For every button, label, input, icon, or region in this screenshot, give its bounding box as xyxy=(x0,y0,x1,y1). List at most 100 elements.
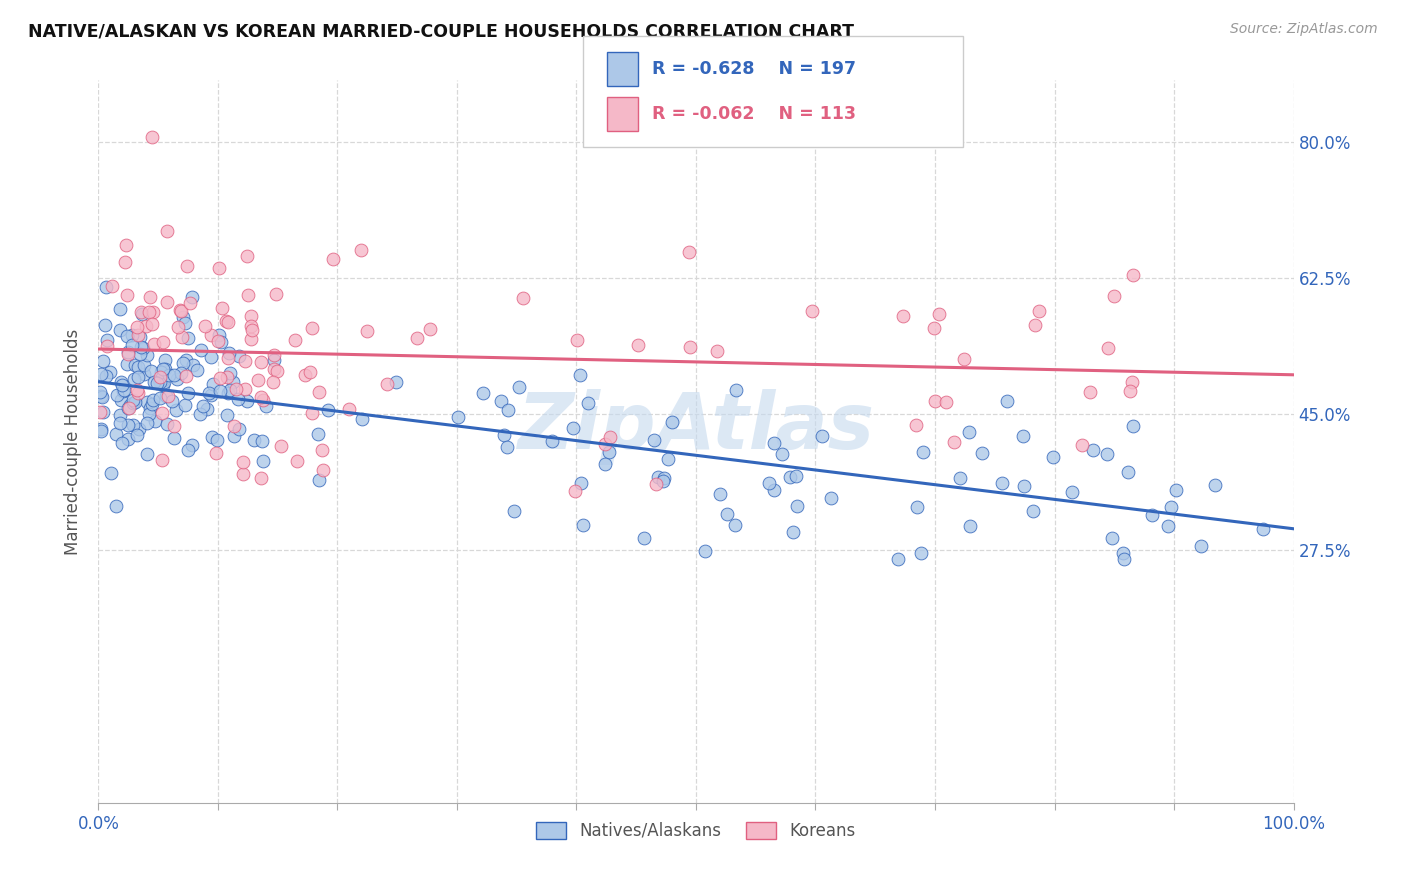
Point xyxy=(91,354,114,368)
Point xyxy=(117,432,139,446)
Point xyxy=(758,475,780,490)
Point xyxy=(115,288,138,302)
Point xyxy=(508,380,530,394)
Point xyxy=(1157,519,1180,533)
Point xyxy=(202,376,225,391)
Point xyxy=(121,327,143,342)
Point xyxy=(928,307,950,321)
Point xyxy=(204,446,226,460)
Point xyxy=(263,353,285,368)
Point xyxy=(1028,304,1050,318)
Point xyxy=(266,287,288,301)
Point xyxy=(222,375,245,389)
Point xyxy=(169,303,191,318)
Point xyxy=(115,238,138,252)
Point xyxy=(200,350,222,364)
Point xyxy=(166,372,188,386)
Point xyxy=(301,406,323,420)
Point xyxy=(811,429,834,443)
Point xyxy=(218,384,240,398)
Point xyxy=(90,422,112,436)
Legend: Natives/Alaskans, Koreans: Natives/Alaskans, Koreans xyxy=(529,815,863,847)
Point xyxy=(125,428,148,442)
Point xyxy=(222,429,245,443)
Point xyxy=(117,418,139,433)
Point xyxy=(593,457,616,471)
Point xyxy=(98,366,121,380)
Point xyxy=(108,416,131,430)
Point xyxy=(209,334,232,349)
Point xyxy=(110,409,132,423)
Point xyxy=(716,507,738,521)
Point xyxy=(174,316,197,330)
Point xyxy=(249,471,271,485)
Point xyxy=(139,290,162,304)
Point xyxy=(129,330,152,344)
Point xyxy=(149,370,172,384)
Point xyxy=(240,333,263,347)
Point xyxy=(599,430,621,444)
Point xyxy=(572,517,595,532)
Point xyxy=(1121,375,1143,389)
Point xyxy=(250,355,273,369)
Point xyxy=(496,403,519,417)
Point xyxy=(222,419,245,434)
Point xyxy=(105,499,128,513)
Point xyxy=(148,373,170,387)
Point xyxy=(143,336,166,351)
Point xyxy=(141,397,163,411)
Point xyxy=(263,362,285,376)
Point xyxy=(207,334,229,349)
Point xyxy=(724,518,747,533)
Point xyxy=(1012,429,1035,443)
Point xyxy=(167,320,190,334)
Point xyxy=(593,437,616,451)
Point xyxy=(127,386,149,401)
Point xyxy=(94,318,117,333)
Point xyxy=(218,346,240,360)
Point xyxy=(569,475,592,490)
Point xyxy=(149,375,172,389)
Point xyxy=(243,433,266,447)
Point xyxy=(308,473,330,487)
Point xyxy=(100,467,122,481)
Point xyxy=(322,252,344,266)
Point xyxy=(156,389,179,403)
Point xyxy=(110,302,132,317)
Point xyxy=(157,368,180,382)
Point xyxy=(91,390,114,404)
Point xyxy=(149,391,172,405)
Point xyxy=(156,295,179,310)
Point xyxy=(91,405,114,419)
Point xyxy=(502,504,524,518)
Point xyxy=(652,471,675,485)
Point xyxy=(232,467,254,482)
Point xyxy=(770,447,793,461)
Point xyxy=(127,383,149,397)
Point xyxy=(177,331,200,345)
Point xyxy=(801,303,824,318)
Point xyxy=(195,401,218,416)
Point xyxy=(155,362,177,376)
Point xyxy=(294,368,316,382)
Point xyxy=(215,408,238,422)
Point xyxy=(312,463,335,477)
Point xyxy=(491,394,513,409)
Point xyxy=(922,321,945,335)
Point xyxy=(205,434,228,448)
Point xyxy=(152,373,174,387)
Point xyxy=(121,338,143,352)
Point xyxy=(724,383,747,397)
Point xyxy=(208,384,231,398)
Point xyxy=(226,392,249,407)
Point xyxy=(142,304,165,318)
Point xyxy=(972,446,994,460)
Point xyxy=(225,382,247,396)
Point xyxy=(118,401,141,416)
Point xyxy=(706,344,728,359)
Point xyxy=(155,388,177,402)
Point xyxy=(284,334,307,348)
Point xyxy=(127,328,149,343)
Point xyxy=(152,334,174,349)
Point xyxy=(311,443,333,458)
